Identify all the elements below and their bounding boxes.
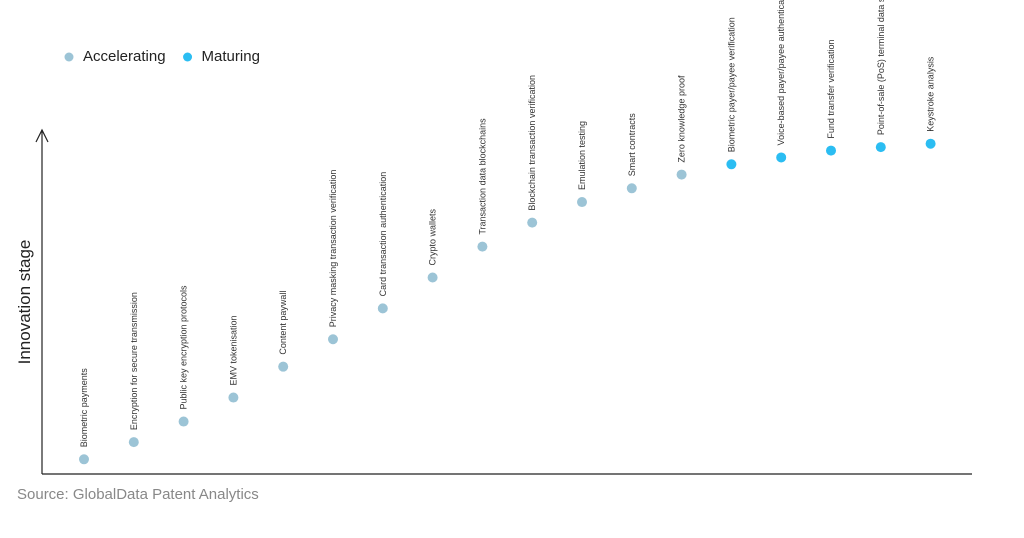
legend-label: Maturing [202,48,260,65]
category-label: Biometric payments [79,368,89,448]
data-point [79,454,89,465]
category-label: Content paywall [278,291,288,355]
source: Source: GlobalData Patent Analytics [17,486,259,503]
category-label: Keystroke analysis [926,56,936,132]
data-point [577,197,587,208]
category-label: Voice-based payer/payee authentication [776,0,786,145]
data-point [875,142,886,153]
category-label: Privacy masking transaction verification [328,170,338,328]
legend-marker [64,52,74,62]
legend-label: Accelerating [83,48,166,65]
legend-marker [183,52,193,62]
data-point [726,159,737,170]
category-label: Crypto wallets [428,208,438,265]
category-label: Zero knowledge proof [677,75,687,163]
category-label: Smart contracts [627,113,637,177]
category-label: Biometric payer/payee verification [726,17,736,152]
data-point [477,241,488,252]
category-label: Emulation testing [577,121,587,190]
category-label: Blockchain transaction verification [527,75,537,211]
category-label: Fund transfer verification [826,40,836,139]
data-point [626,183,637,194]
data-point [527,217,538,228]
category-label: Point-of-sale (PoS) terminal data securi… [876,0,886,135]
category-label: Encryption for secure transmission [129,292,139,430]
y-axis-arrow [35,128,49,143]
data-point [776,152,787,163]
category-label: Transaction data blockchains [477,118,487,235]
data-point [427,272,438,283]
data-point [676,169,687,180]
data-point [278,361,289,372]
data-point [128,437,139,448]
data-point [178,416,189,427]
data-point [328,334,338,345]
category-label: EMV tokenisation [228,315,238,385]
data-point [925,138,936,149]
data-point [228,392,239,403]
category-label: Public key encryption protocols [179,285,189,410]
data-point [826,145,836,156]
y-axis-label: Innovation stage [15,240,34,365]
data-point [377,303,388,314]
category-label: Card transaction authentication [378,172,388,297]
